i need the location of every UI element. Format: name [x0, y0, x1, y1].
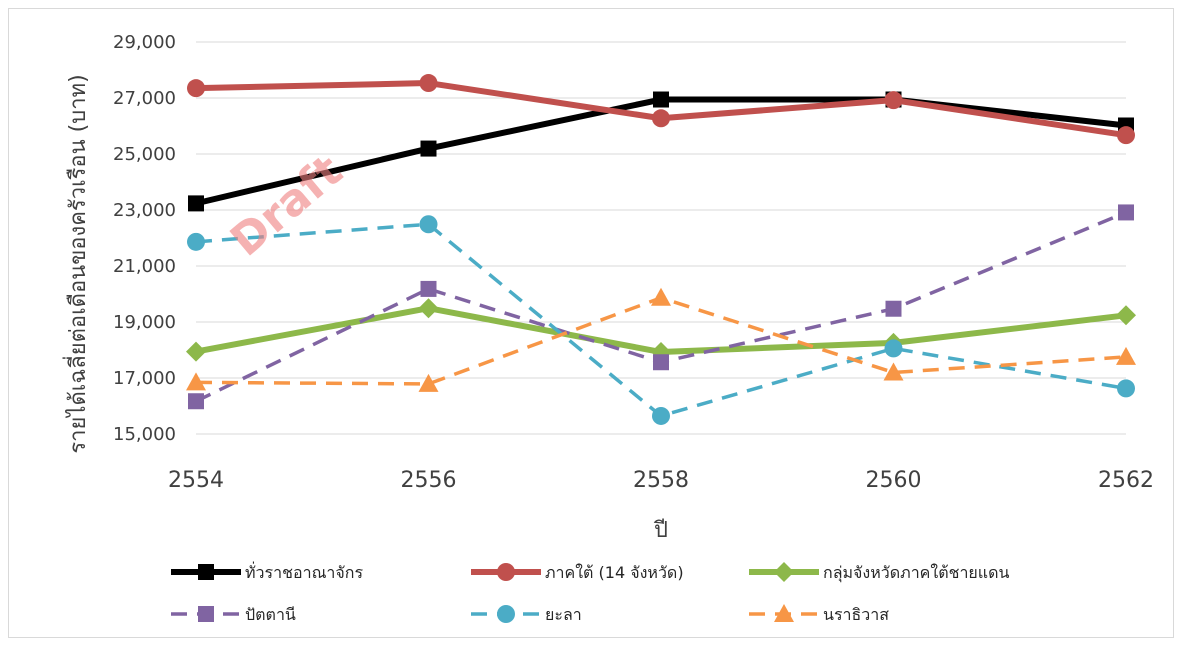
- y-tick-label: 27,000: [113, 88, 176, 109]
- legend-label: ภาคใต้ (14 จังหวัด): [545, 563, 684, 582]
- data-point: [884, 339, 903, 358]
- data-point: [420, 280, 437, 297]
- legend-label: ปัตตานี: [245, 605, 296, 624]
- series-line: [195, 210, 1127, 403]
- data-point: [187, 79, 205, 98]
- y-tick-label: 23,000: [113, 200, 176, 221]
- series: [187, 215, 1135, 425]
- series: [186, 287, 1136, 392]
- series-lines: [186, 74, 1136, 425]
- data-point: [497, 563, 515, 581]
- data-point: [418, 298, 439, 319]
- data-point: [1118, 204, 1134, 221]
- data-point: [653, 354, 669, 371]
- x-tick-label: 2554: [168, 468, 224, 493]
- x-tick-label: 2556: [401, 468, 457, 493]
- x-tick-label: 2562: [1098, 468, 1154, 493]
- series-line: [195, 222, 1127, 418]
- legend-entry: ภาคใต้ (14 จังหวัด): [471, 563, 684, 582]
- y-tick-label: 21,000: [113, 256, 176, 277]
- data-point: [188, 195, 204, 212]
- legend-entry: ยะลา: [471, 605, 582, 624]
- tick-labels: 15,000 17,000 19,000 21,000 23,000 25,000 27,0…: [113, 32, 1154, 493]
- y-tick-label: 25,000: [113, 144, 176, 165]
- data-point: [651, 287, 671, 306]
- series-line: [195, 296, 1127, 386]
- legend-entry: นราธิวาส: [749, 604, 889, 624]
- y-tick-label: 19,000: [113, 312, 176, 333]
- data-point: [774, 562, 794, 582]
- legend-label: ทั่วราชอาณาจักร: [245, 561, 363, 582]
- data-point: [774, 604, 794, 622]
- data-point: [186, 372, 206, 391]
- data-point: [1116, 346, 1136, 365]
- data-point: [188, 393, 204, 410]
- series: [188, 204, 1134, 410]
- chart-frame: 15,000 17,000 19,000 21,000 23,000 25,000 27,0…: [8, 8, 1174, 638]
- x-tick-label: 2558: [633, 468, 689, 493]
- data-point: [419, 74, 438, 93]
- data-point: [186, 341, 206, 362]
- data-point: [187, 232, 205, 251]
- legend-entry: ปัตตานี: [171, 605, 296, 624]
- data-point: [653, 91, 669, 108]
- series: [188, 91, 1134, 212]
- data-point: [198, 564, 214, 580]
- x-tick-label: 2560: [866, 468, 922, 493]
- data-point: [420, 140, 437, 157]
- data-point: [198, 606, 214, 622]
- data-point: [652, 406, 670, 425]
- y-tick-label: 29,000: [113, 32, 176, 53]
- data-point: [1116, 305, 1136, 326]
- legend-label: นราธิวาส: [823, 605, 889, 624]
- data-point: [652, 109, 670, 128]
- x-axis-title: ปี: [653, 518, 668, 543]
- data-point: [1117, 126, 1135, 145]
- y-tick-label: 15,000: [113, 424, 176, 445]
- line-chart: 15,000 17,000 19,000 21,000 23,000 25,000 27,0…: [62, 32, 1154, 624]
- legend-label: กลุ่มจังหวัดภาคใต้ชายแดน: [823, 563, 1010, 583]
- legend-label: ยะลา: [545, 605, 582, 624]
- y-axis-title: รายได้เฉลี่ยต่อเดือนของครัวเรือน (บาท): [62, 74, 91, 453]
- data-point: [883, 362, 904, 381]
- legend: ทั่วราชอาณาจักร ภาคใต้ (14 จังหวัด) กลุ่มจ…: [171, 561, 1010, 624]
- series: [186, 298, 1136, 363]
- data-point: [885, 300, 902, 317]
- data-point: [497, 605, 515, 623]
- data-point: [419, 215, 438, 234]
- data-point: [884, 91, 903, 110]
- data-point: [418, 373, 439, 392]
- draft-watermark: Draft: [221, 145, 352, 266]
- series: [187, 74, 1135, 145]
- legend-entry: กลุ่มจังหวัดภาคใต้ชายแดน: [749, 562, 1010, 583]
- y-tick-label: 17,000: [113, 368, 176, 389]
- data-point: [1117, 379, 1135, 398]
- legend-entry: ทั่วราชอาณาจักร: [171, 561, 363, 582]
